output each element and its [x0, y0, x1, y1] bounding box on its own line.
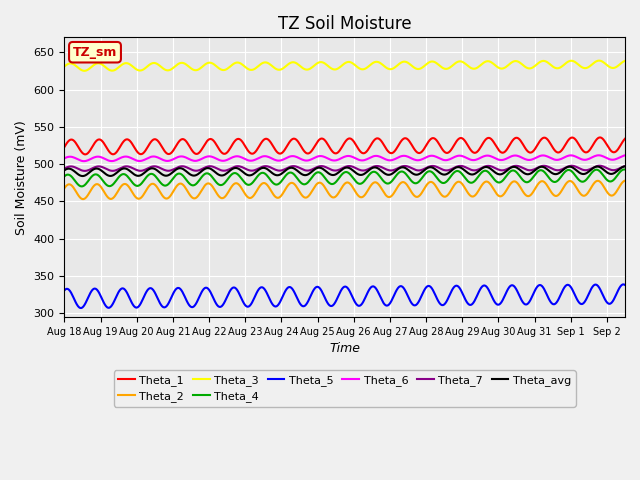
Theta_1: [365, 145, 372, 151]
Theta_6: [521, 156, 529, 162]
Line: Theta_4: Theta_4: [65, 169, 625, 186]
Theta_1: [332, 150, 339, 156]
Theta_1: [328, 148, 335, 154]
Text: TZ_sm: TZ_sm: [73, 46, 117, 59]
Theta_1: [521, 145, 529, 151]
Theta_4: [396, 169, 403, 175]
Theta_2: [79, 196, 87, 202]
Theta_7: [81, 168, 88, 174]
Theta_avg: [609, 171, 616, 177]
Theta_5: [620, 281, 628, 287]
Theta_5: [396, 284, 403, 289]
Theta_6: [621, 153, 629, 158]
Theta_avg: [521, 171, 529, 177]
Theta_7: [332, 168, 339, 173]
Theta_7: [521, 166, 529, 172]
Theta_1: [396, 141, 403, 147]
Theta_avg: [621, 164, 629, 169]
Theta_7: [610, 168, 618, 173]
Theta_5: [609, 299, 616, 304]
Theta_2: [609, 192, 616, 198]
Theta_2: [332, 194, 339, 200]
Theta_6: [79, 158, 87, 164]
Theta_4: [332, 180, 339, 186]
Theta_4: [621, 167, 629, 172]
Theta_avg: [328, 172, 335, 178]
Theta_1: [61, 144, 68, 150]
Theta_2: [396, 182, 403, 188]
Theta_5: [332, 300, 339, 305]
Theta_3: [365, 63, 372, 69]
Y-axis label: Soil Moisture (mV): Soil Moisture (mV): [15, 120, 28, 235]
Line: Theta_6: Theta_6: [65, 156, 625, 161]
Theta_4: [521, 179, 529, 185]
Theta_7: [328, 167, 335, 173]
Theta_2: [365, 186, 372, 192]
Theta_6: [61, 156, 68, 161]
Theta_avg: [365, 168, 372, 173]
Theta_6: [595, 153, 603, 158]
Theta_3: [61, 63, 68, 69]
Line: Theta_7: Theta_7: [65, 166, 625, 171]
Line: Theta_avg: Theta_avg: [65, 167, 625, 176]
Theta_3: [621, 58, 629, 64]
Line: Theta_3: Theta_3: [65, 60, 625, 71]
Theta_1: [82, 152, 90, 157]
Theta_2: [621, 178, 629, 183]
Theta_6: [610, 157, 618, 163]
Theta_6: [328, 157, 335, 163]
Theta_avg: [61, 168, 68, 173]
Theta_7: [396, 165, 403, 170]
Theta_avg: [332, 172, 339, 178]
Theta_5: [328, 303, 335, 309]
Theta_4: [61, 173, 68, 179]
Theta_4: [620, 167, 628, 172]
Theta_3: [595, 58, 603, 63]
Theta_1: [621, 136, 629, 142]
Theta_3: [396, 61, 403, 67]
Theta_4: [365, 172, 372, 178]
Line: Theta_2: Theta_2: [65, 180, 625, 199]
Line: Theta_1: Theta_1: [65, 137, 625, 155]
Theta_7: [365, 166, 372, 172]
Theta_avg: [79, 173, 86, 179]
Theta_2: [328, 194, 335, 200]
Theta_5: [61, 288, 68, 293]
Theta_4: [328, 181, 335, 187]
Line: Theta_5: Theta_5: [65, 284, 625, 308]
Theta_3: [328, 66, 335, 72]
Theta_6: [396, 154, 403, 160]
Theta_1: [610, 149, 618, 155]
Theta_5: [77, 305, 85, 311]
Theta_3: [521, 64, 529, 70]
Theta_4: [609, 178, 616, 183]
Theta_2: [61, 185, 68, 191]
Theta_avg: [396, 166, 403, 171]
Theta_5: [521, 301, 529, 307]
Theta_7: [61, 166, 68, 171]
Theta_7: [621, 163, 629, 169]
Legend: Theta_1, Theta_2, Theta_3, Theta_4, Theta_5, Theta_6, Theta_7, Theta_avg: Theta_1, Theta_2, Theta_3, Theta_4, Thet…: [114, 370, 575, 407]
Theta_5: [365, 288, 372, 293]
Theta_1: [596, 134, 604, 140]
Theta_6: [332, 157, 339, 163]
Theta_7: [595, 163, 603, 168]
Theta_3: [610, 65, 618, 71]
Title: TZ Soil Moisture: TZ Soil Moisture: [278, 15, 412, 33]
Theta_2: [521, 192, 529, 197]
Theta_5: [621, 282, 629, 288]
Theta_6: [365, 156, 372, 161]
Theta_3: [332, 67, 339, 72]
X-axis label: Time: Time: [329, 342, 360, 355]
Theta_4: [77, 183, 85, 189]
Theta_3: [81, 68, 88, 73]
